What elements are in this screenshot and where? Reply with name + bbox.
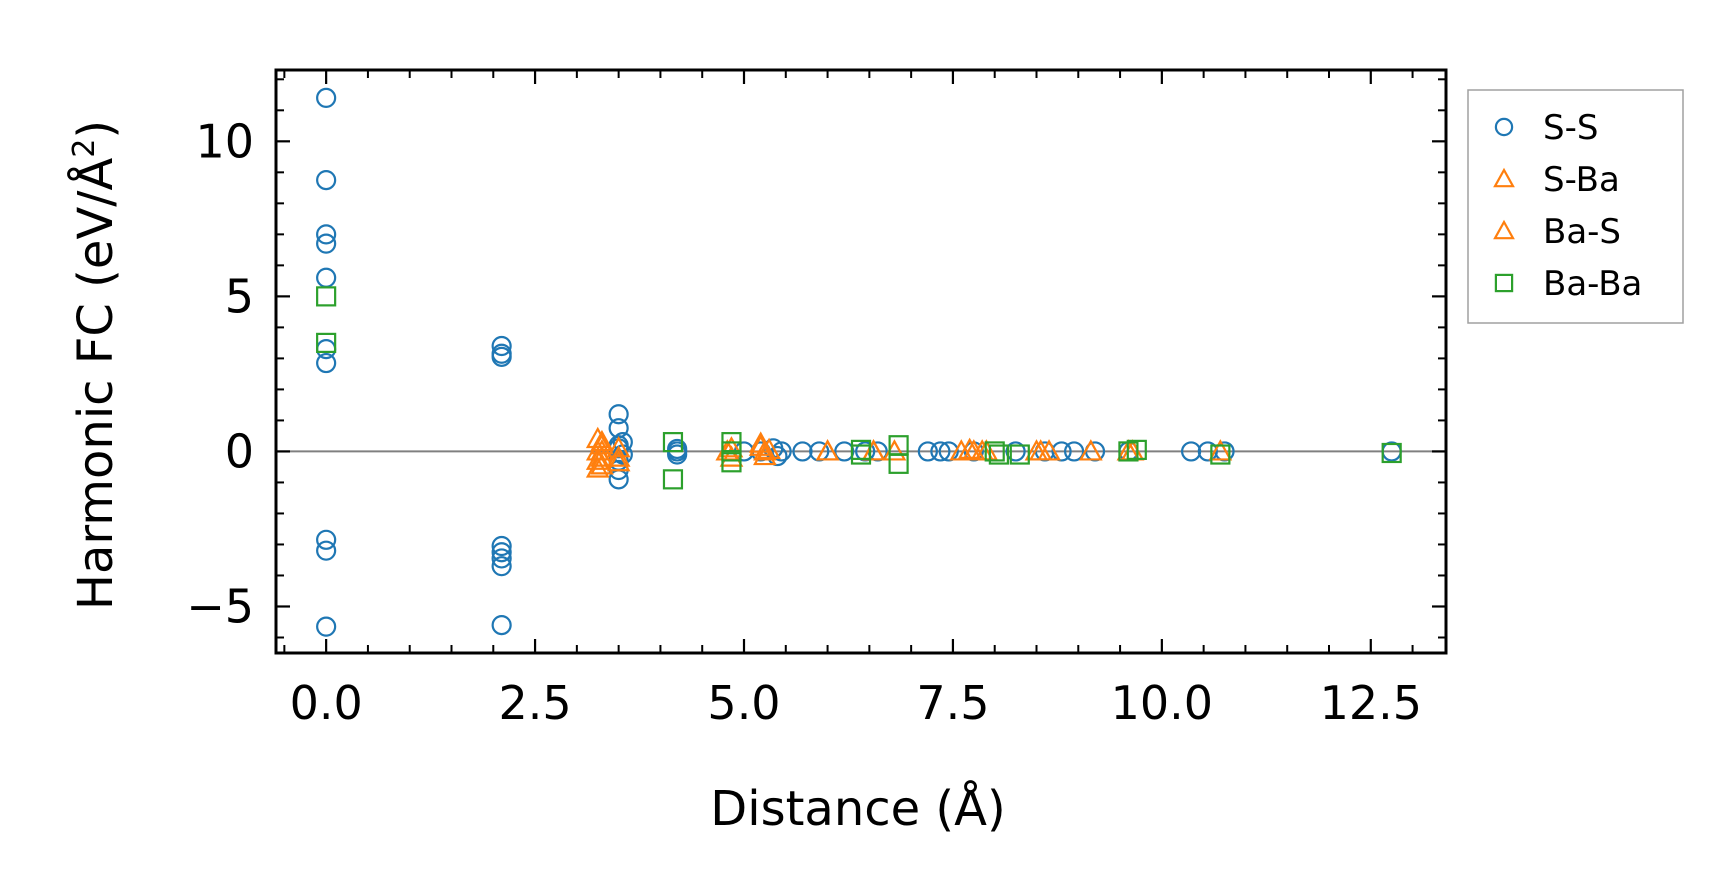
data-point — [612, 432, 633, 453]
data-point — [792, 441, 813, 462]
data-point — [1208, 439, 1233, 461]
data-point — [667, 444, 688, 465]
data-point — [719, 436, 744, 458]
x-tick-label: 7.5 — [916, 676, 989, 730]
data-point — [316, 286, 337, 307]
legend-marker-s-s — [1494, 117, 1514, 137]
data-point — [667, 438, 688, 460]
x-tick-label: 12.5 — [1320, 676, 1422, 730]
data-point — [585, 456, 610, 478]
data-point — [590, 439, 614, 461]
legend-label-s-ba: S-Ba — [1543, 160, 1620, 200]
data-point — [606, 450, 631, 472]
data-point — [316, 352, 337, 374]
y-axis-title-superscript: 2 — [67, 139, 102, 158]
data-point — [1024, 439, 1049, 461]
x-tick-label: 0.0 — [290, 676, 363, 730]
data-point — [662, 432, 684, 453]
data-point — [316, 616, 337, 637]
data-point — [491, 542, 512, 563]
data-point — [721, 441, 742, 462]
data-point — [1197, 441, 1218, 462]
x-tick-label: 5.0 — [707, 676, 780, 730]
data-point — [850, 444, 872, 465]
x-tick-label: 10.0 — [1111, 676, 1213, 730]
data-point — [1037, 439, 1061, 461]
data-point — [1381, 442, 1402, 464]
data-point — [491, 548, 512, 569]
y-axis-title-main: Harmonic FC (eV/Å — [67, 158, 124, 611]
data-point — [1005, 441, 1026, 462]
data-point — [1009, 444, 1030, 465]
data-point — [815, 439, 840, 461]
data-point — [491, 335, 512, 357]
data-point — [861, 439, 886, 461]
legend-label-ba-s: Ba-S — [1543, 212, 1621, 252]
data-point — [721, 452, 742, 473]
data-point — [988, 444, 1009, 465]
data-point — [491, 346, 512, 367]
data-point — [606, 445, 631, 467]
legend-marker-s-ba — [1493, 167, 1515, 188]
data-point — [316, 224, 337, 245]
data-point — [930, 441, 951, 462]
y-tick-label: −5 — [186, 579, 254, 633]
legend: S-S S-Ba Ba-S Ba-Ba — [1467, 89, 1684, 324]
legend-label-s-s: S-S — [1543, 108, 1598, 148]
data-point — [970, 439, 995, 461]
x-tick-label: 2.5 — [498, 676, 571, 730]
legend-label-ba-ba: Ba-Ba — [1543, 264, 1642, 304]
y-tick-label: 10 — [195, 114, 254, 168]
data-point — [1051, 441, 1072, 462]
data-point — [757, 437, 781, 459]
data-point — [491, 556, 512, 577]
plot-area — [274, 68, 1448, 655]
data-point — [984, 441, 1005, 462]
legend-marker-ba-s — [1493, 219, 1515, 240]
data-point — [1210, 444, 1231, 465]
data-point — [662, 469, 684, 490]
data-point — [316, 233, 337, 254]
series-ba-ba — [316, 286, 1402, 490]
data-point — [316, 332, 337, 353]
data-point — [834, 441, 855, 462]
data-point — [608, 404, 629, 425]
data-point — [590, 429, 614, 452]
data-point — [316, 87, 337, 109]
y-axis-title-close: ) — [68, 120, 124, 139]
data-point — [606, 436, 631, 458]
axes-frame — [274, 68, 1448, 655]
data-point — [491, 535, 512, 557]
data-point — [771, 441, 792, 462]
data-point — [1181, 441, 1202, 462]
x-axis-title: Distance (Å) — [710, 780, 1005, 837]
data-point — [767, 445, 788, 467]
data-point — [590, 453, 614, 475]
legend-box — [1467, 89, 1684, 324]
data-point — [888, 453, 909, 474]
legend-marker-ba-ba — [1494, 273, 1514, 293]
y-tick-label: 5 — [225, 269, 254, 323]
data-point — [949, 439, 974, 461]
data-point — [1064, 441, 1085, 462]
data-point — [1126, 439, 1147, 460]
data-point — [1078, 439, 1103, 461]
data-point — [753, 439, 777, 461]
data-point — [938, 441, 959, 462]
data-point — [491, 614, 512, 636]
axis-ticks — [276, 70, 1446, 653]
data-point — [316, 529, 337, 550]
data-point — [316, 540, 337, 561]
series-ba-s — [590, 429, 1145, 475]
y-axis-title: Harmonic FC (eV/Å2) — [67, 120, 124, 610]
data-point — [316, 169, 337, 191]
y-tick-label: 0 — [225, 424, 254, 478]
data-point — [917, 441, 938, 462]
tick-labels: 0.0 2.5 5.0 7.5 10.0 12.5 −5 0 5 10 — [186, 114, 1422, 730]
data-point — [590, 445, 614, 467]
